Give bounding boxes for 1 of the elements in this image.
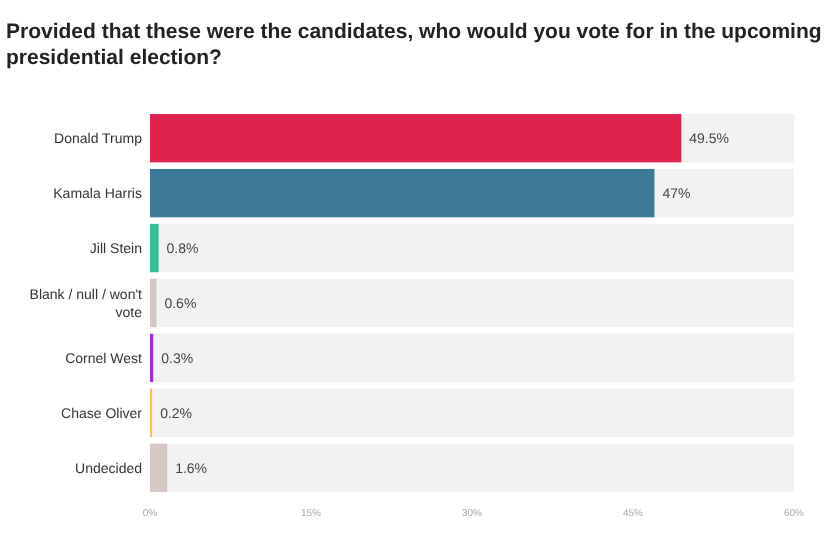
chart-title: Provided that these were the candidates, who would you vote for in the upcoming presidential election? <box>6 20 822 70</box>
